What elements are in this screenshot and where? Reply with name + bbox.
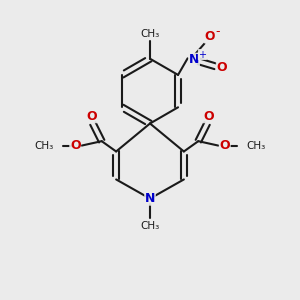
Text: O: O <box>203 110 214 123</box>
Text: O: O <box>204 30 215 43</box>
Text: N: N <box>189 53 199 66</box>
Text: CH₃: CH₃ <box>34 141 53 151</box>
Text: O: O <box>217 61 227 74</box>
Text: CH₃: CH₃ <box>140 221 160 231</box>
Text: N: N <box>145 192 155 205</box>
Text: CH₃: CH₃ <box>247 141 266 151</box>
Text: CH₃: CH₃ <box>140 29 160 39</box>
Text: O: O <box>70 139 80 152</box>
Text: +: + <box>198 50 206 59</box>
Text: -: - <box>215 25 220 38</box>
Text: O: O <box>220 139 230 152</box>
Text: O: O <box>86 110 97 123</box>
